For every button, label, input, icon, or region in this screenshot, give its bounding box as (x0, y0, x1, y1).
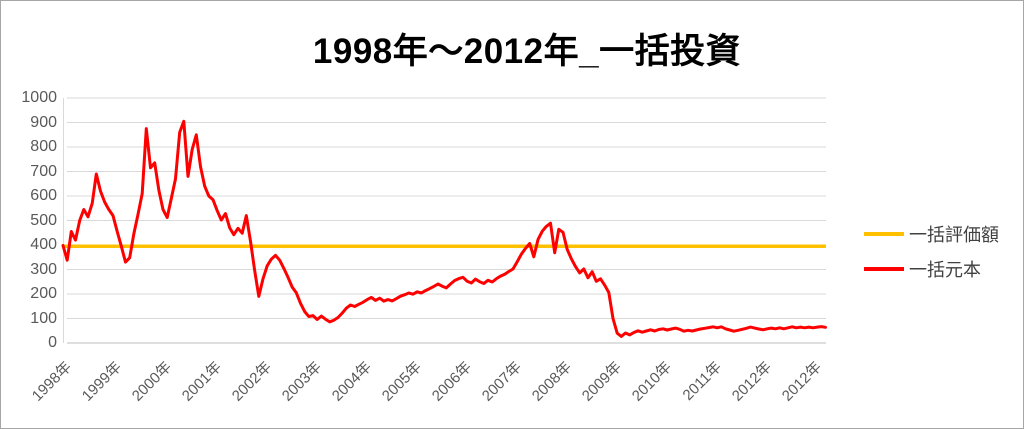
x-axis-label-6: 2004年 (328, 358, 376, 405)
x-axis-label-15: 2012年 (778, 358, 826, 405)
x-axis-label-14: 2012年 (728, 358, 776, 405)
x-axis-label-11: 2009年 (578, 358, 626, 405)
chart-title: 1998年～2012年_一括投資 (312, 32, 742, 71)
y-axis-label-900: 900 (30, 113, 57, 131)
y-axis-label-100: 100 (30, 309, 57, 327)
x-axis-label-10: 2008年 (528, 358, 576, 405)
x-axis-label-2: 2000年 (128, 358, 176, 405)
x-axis-label-13: 2011年 (679, 358, 726, 404)
x-axis-label-1: 1999年 (78, 358, 126, 405)
legend: 一括評価額 一括元本 (864, 223, 1019, 293)
y-axis-label-0: 0 (48, 334, 57, 351)
x-axis-label-3: 2001年 (178, 358, 226, 405)
x-axis-labels: 1998年 1999年 2000年 2001年 2002年 2003年 2004年 2005年… (29, 343, 826, 423)
series-line-ganpon (61, 119, 827, 338)
x-axis-label-5: 2003年 (278, 358, 326, 405)
y-axis-label-200: 200 (30, 285, 57, 302)
plot-canvas (61, 97, 827, 344)
legend-label: 一括元本 (909, 260, 981, 280)
x-axis-label-0: 1998年 (28, 358, 76, 405)
y-axis-labels: 0 100 200 300 400 500 600 700 800 900 1000 (1, 90, 57, 351)
y-axis-label-400: 400 (30, 236, 57, 253)
y-axis-label-500: 500 (30, 211, 57, 229)
legend-line-swatch-orange (864, 232, 904, 236)
x-axis-label-4: 2002年 (228, 358, 276, 405)
legend-item-ganpon: 一括元本 (864, 258, 1019, 280)
y-axis-label-600: 600 (30, 187, 57, 204)
legend-line-swatch-red (864, 267, 904, 271)
plot-area (61, 97, 827, 344)
x-axis-label-8: 2006年 (428, 358, 476, 405)
y-axis-label-300: 300 (30, 260, 57, 278)
y-axis-label-700: 700 (30, 162, 57, 180)
legend-item-hyoukagaku: 一括評価額 (864, 223, 1019, 245)
x-axis-label-9: 2007年 (478, 358, 526, 405)
x-axis-label-7: 2005年 (378, 358, 426, 405)
legend-label: 一括評価額 (909, 225, 999, 245)
y-axis-label-800: 800 (30, 138, 57, 155)
x-axis-label-12: 2010年 (628, 358, 676, 405)
y-axis-label-1000: 1000 (21, 89, 57, 106)
